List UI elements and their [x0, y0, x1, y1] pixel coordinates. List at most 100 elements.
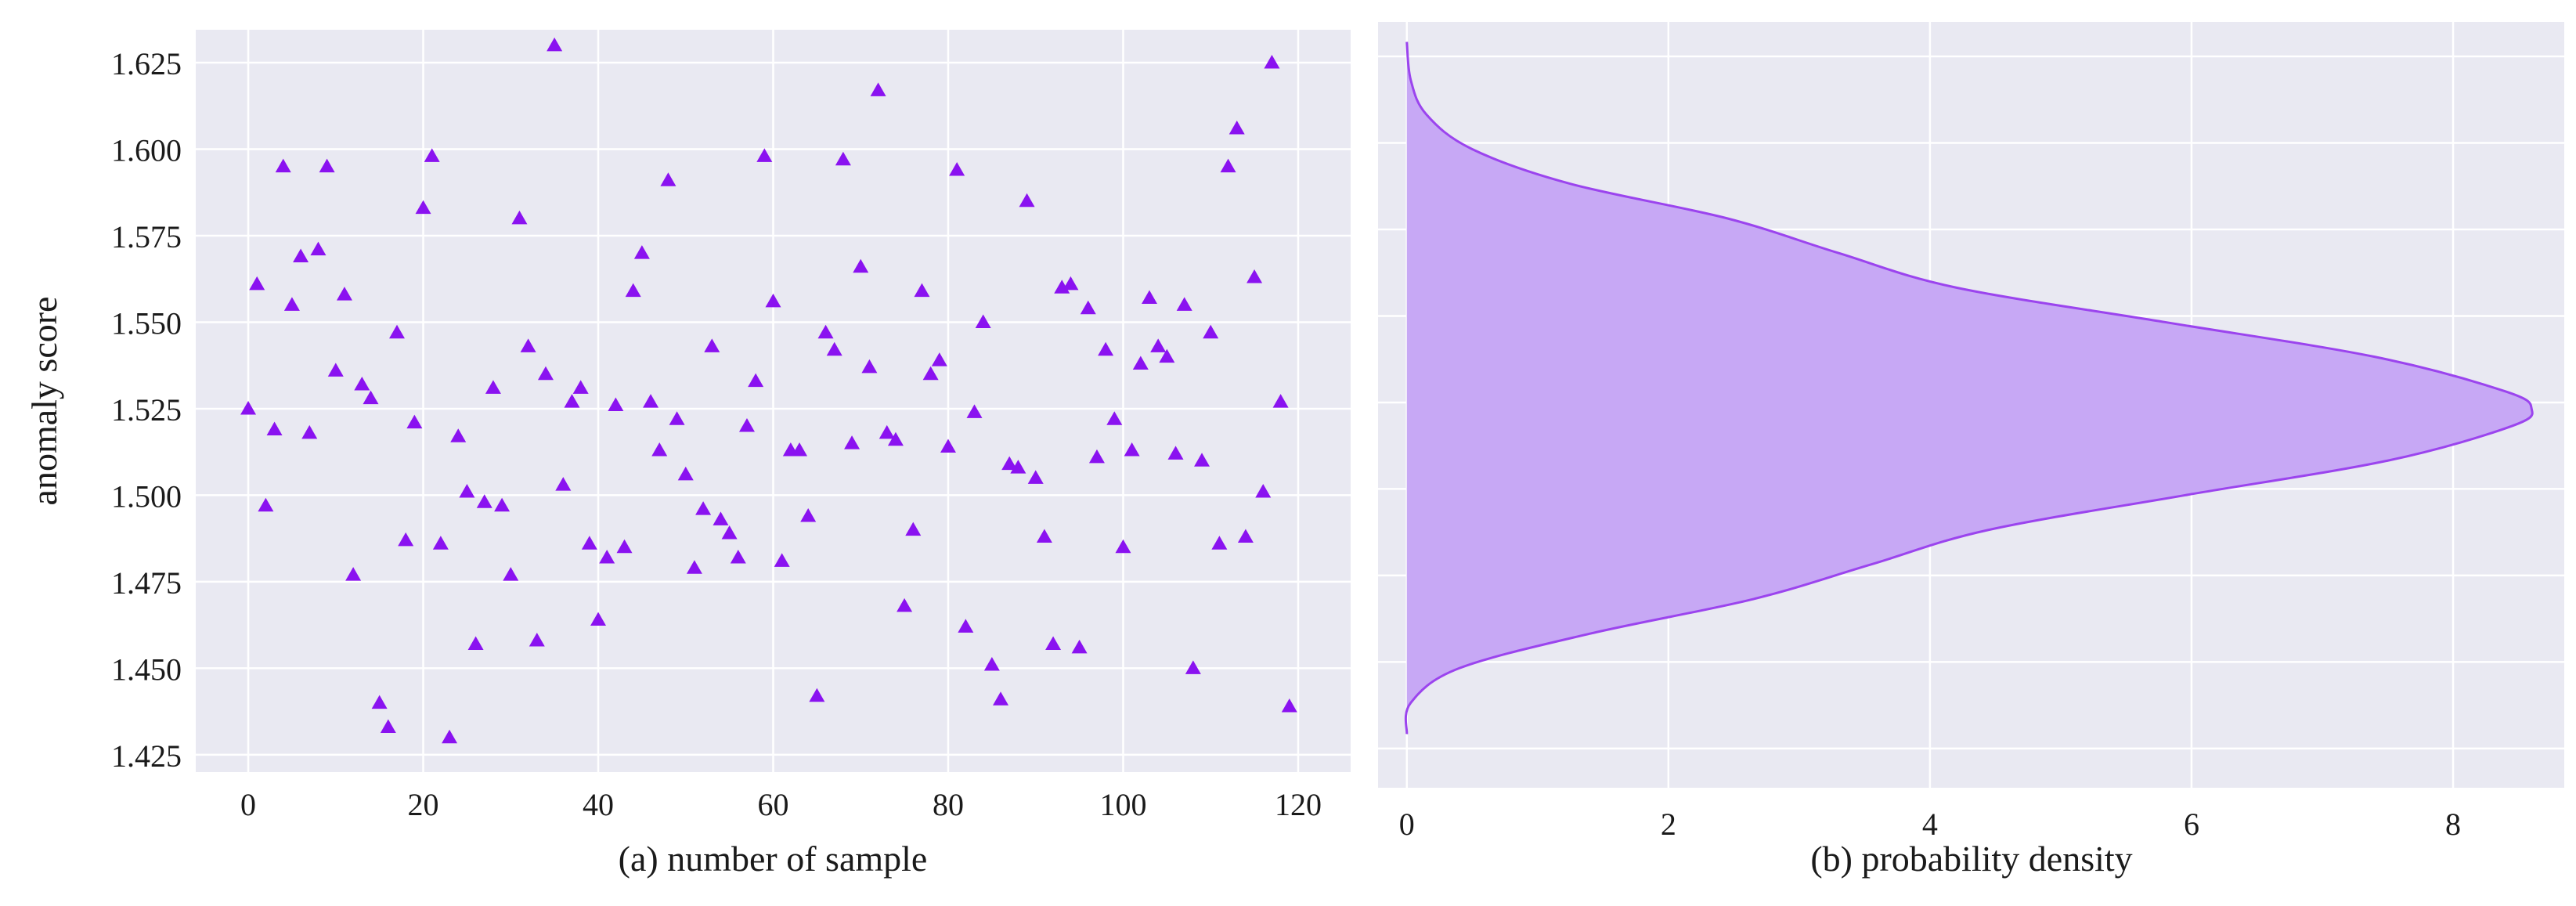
scatter-point [1036, 529, 1052, 543]
scatter-point [1247, 269, 1263, 283]
scatter-point [826, 341, 842, 356]
scatter-point [993, 691, 1009, 706]
scatter-point [1141, 290, 1157, 305]
density-x-tick-label: 0 [1399, 807, 1415, 842]
scatter-y-tick-label: 1.625 [111, 46, 182, 81]
scatter-point [249, 276, 265, 291]
scatter-point [1194, 453, 1210, 467]
scatter-point [327, 363, 344, 377]
scatter-x-tick-label: 120 [1275, 787, 1322, 822]
scatter-point [442, 729, 458, 744]
scatter-point [1132, 356, 1149, 370]
scatter-y-tick-label: 1.525 [111, 392, 182, 428]
scatter-point [677, 466, 694, 481]
scatter-point [748, 373, 764, 388]
scatter-point [897, 597, 913, 612]
scatter-point [1001, 456, 1018, 471]
scatter-point [1115, 539, 1131, 554]
scatter-point [721, 525, 738, 540]
scatter-point [704, 338, 720, 352]
scatter-point [1237, 529, 1254, 543]
scatter-x-tick-label: 20 [408, 787, 439, 822]
scatter-x-tick-label: 80 [933, 787, 964, 822]
scatter-point [494, 497, 511, 512]
scatter-y-tick-label: 1.450 [111, 652, 182, 687]
scatter-point [363, 390, 379, 405]
scatter-point [572, 380, 589, 394]
scatter-point [293, 248, 309, 262]
scatter-point [660, 172, 676, 186]
scatter-point [756, 148, 773, 162]
scatter-point [792, 442, 808, 457]
scatter-point [380, 719, 396, 734]
scatter-point [1159, 348, 1175, 363]
scatter-point [1281, 698, 1297, 713]
scatter-point [975, 314, 991, 328]
scatter-point [503, 567, 519, 581]
density-x-axis-label: (b) probability density [1810, 839, 2132, 879]
scatter-point [319, 158, 335, 173]
scatter-point [774, 553, 790, 567]
scatter-point [1124, 442, 1140, 457]
scatter-point [1255, 484, 1272, 498]
scatter-point [1106, 411, 1123, 425]
scatter-point [406, 414, 423, 429]
density-panel: 0 2 4 6 8 (b) probability density [1378, 22, 2564, 879]
scatter-point [581, 536, 597, 550]
scatter-point [922, 366, 939, 381]
scatter-point [599, 549, 615, 564]
scatter-point [1045, 636, 1062, 650]
scatter-point [459, 484, 475, 498]
scatter-point [643, 394, 659, 408]
scatter-point [1010, 460, 1026, 474]
scatter-point [608, 397, 624, 412]
scatter-y-tick-label: 1.575 [111, 219, 182, 254]
scatter-point [809, 688, 825, 702]
scatter-point [283, 297, 300, 311]
scatter-point [730, 549, 746, 564]
scatter-point [870, 82, 886, 96]
scatter-point [914, 283, 930, 298]
scatter-point [520, 338, 536, 352]
scatter-point [450, 428, 467, 442]
density-x-tick-label: 4 [1922, 807, 1938, 842]
scatter-panel: 1.425 1.450 1.475 1.500 1.525 1.550 1.575 1.600… [24, 30, 1351, 879]
scatter-point [695, 501, 712, 515]
scatter-point [301, 424, 318, 439]
scatter-point [1220, 158, 1236, 173]
scatter-point [336, 287, 352, 301]
scatter-point [905, 522, 922, 536]
scatter-point [389, 324, 406, 339]
scatter-point [529, 633, 545, 647]
scatter-point [354, 377, 370, 391]
scatter-point [835, 151, 851, 166]
density-area [1405, 42, 2533, 735]
scatter-point [887, 431, 904, 446]
scatter-point [861, 359, 878, 374]
scatter-points [240, 37, 1297, 744]
scatter-point [1088, 449, 1105, 464]
scatter-point [476, 494, 492, 508]
scatter-point [949, 161, 965, 176]
scatter-point [1098, 341, 1114, 356]
scatter-point [669, 411, 685, 425]
density-x-tick-label: 8 [2445, 807, 2461, 842]
scatter-point [1027, 470, 1044, 484]
scatter-x-tick-label: 40 [583, 787, 614, 822]
scatter-point [564, 394, 580, 408]
scatter-point [345, 567, 362, 581]
scatter-point [800, 507, 817, 522]
scatter-point [485, 380, 501, 394]
scatter-point [633, 245, 650, 259]
scatter-point [467, 636, 484, 650]
scatter-point [275, 158, 291, 173]
scatter-point [879, 424, 895, 439]
scatter-point [1080, 300, 1096, 315]
scatter-point [1150, 338, 1167, 352]
scatter-point [738, 418, 755, 432]
scatter-point [713, 511, 729, 525]
scatter-point [651, 442, 668, 457]
scatter-point [547, 37, 563, 52]
scatter-point [415, 200, 431, 215]
scatter-point [1176, 297, 1192, 311]
